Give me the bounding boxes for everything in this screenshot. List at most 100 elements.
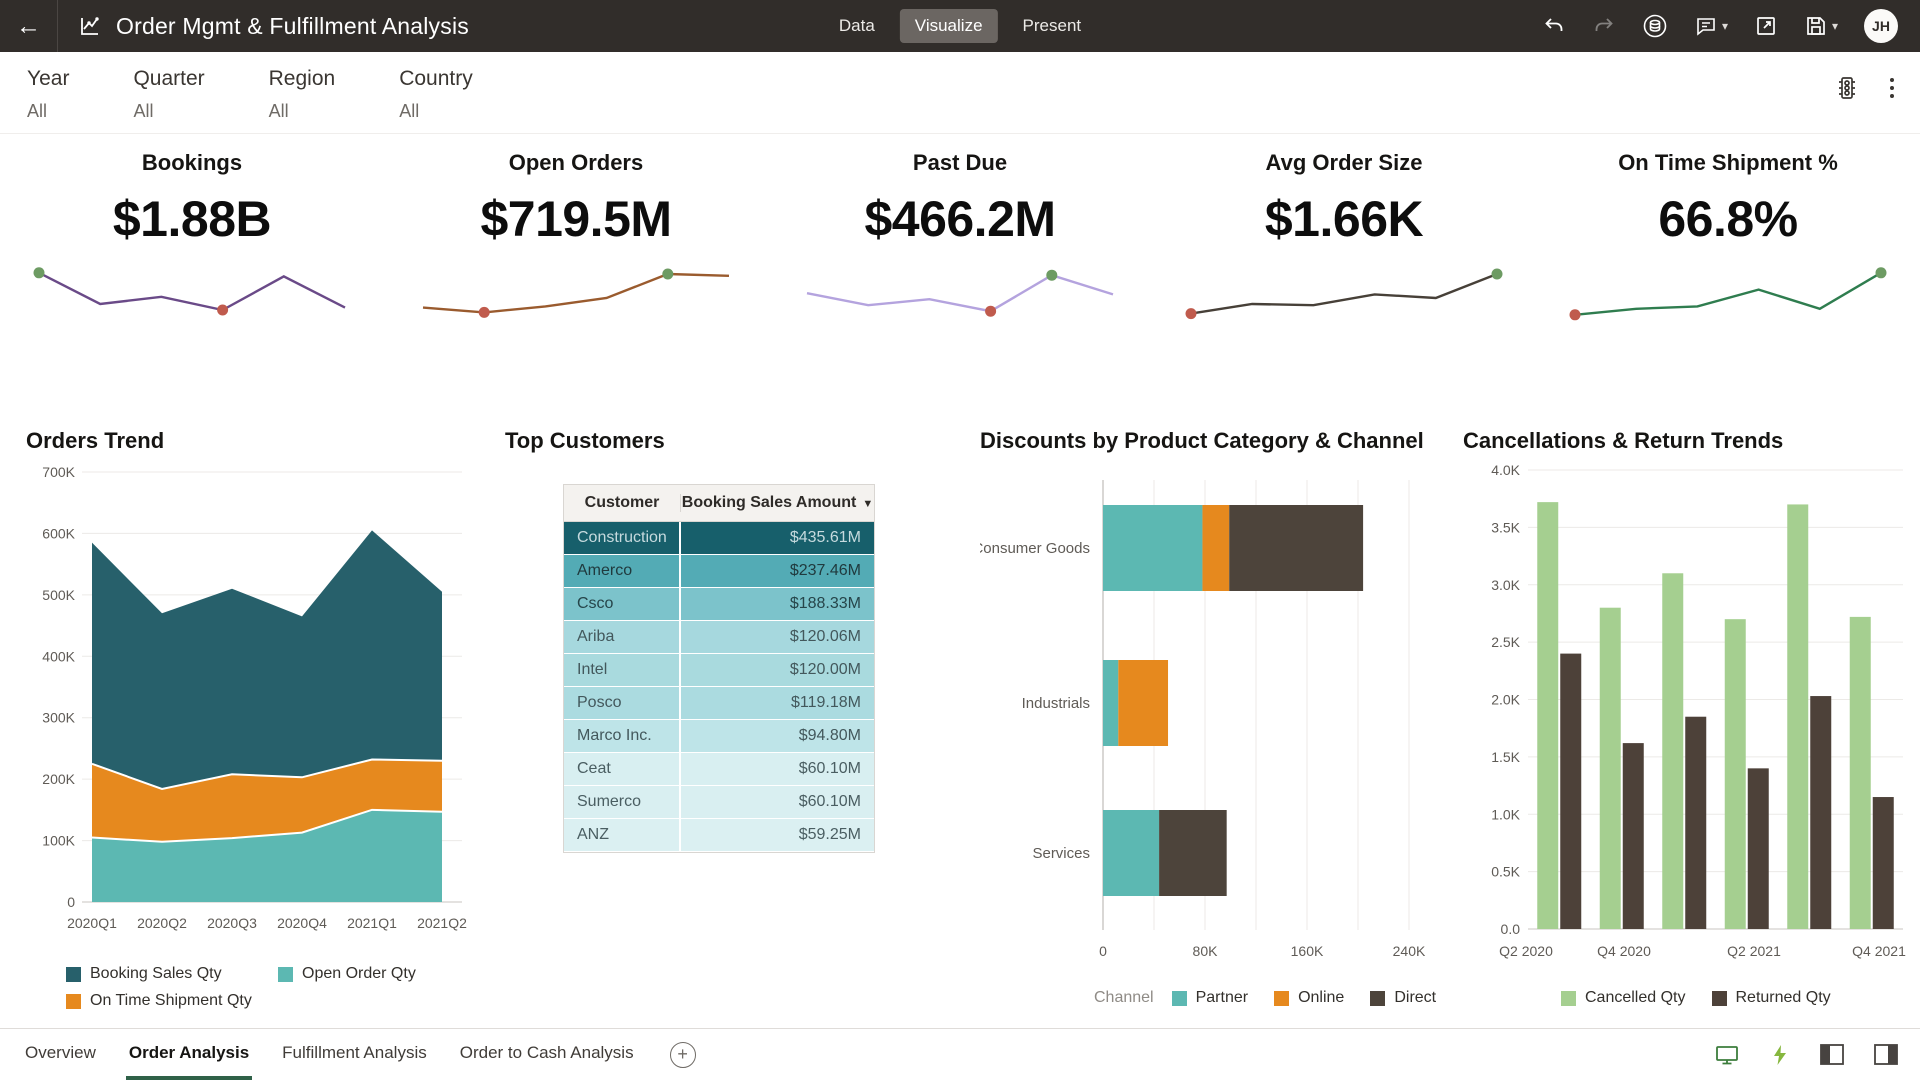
kpi-value: 66.8% (1658, 191, 1798, 247)
undo-icon[interactable] (1542, 14, 1566, 38)
present-display-icon[interactable] (1714, 1043, 1740, 1067)
kpi-tile-bookings[interactable]: Bookings $1.88B (0, 134, 384, 404)
kpi-tile-open-orders[interactable]: Open Orders $719.5M (384, 134, 768, 404)
page-title: Order Mgmt & Fulfillment Analysis (116, 12, 469, 39)
legend-item[interactable]: On Time Shipment Qty (66, 992, 252, 1010)
filter-year[interactable]: Year All (27, 67, 69, 122)
table-row[interactable]: Amerco $237.46M (564, 555, 874, 588)
kpi-title: On Time Shipment % (1618, 150, 1838, 175)
filter-label: Region (268, 67, 336, 90)
cell-customer: Intel (564, 654, 681, 686)
column-header-customer[interactable]: Customer (564, 494, 681, 512)
back-button[interactable]: ← (0, 0, 58, 52)
legend-label: On Time Shipment Qty (90, 992, 252, 1009)
table-header[interactable]: Customer Booking Sales Amount ▼ (564, 485, 874, 522)
kpi-value: $719.5M (480, 191, 672, 247)
cell-amount: $188.33M (789, 595, 861, 612)
legend-item[interactable]: Returned Qty (1711, 989, 1831, 1007)
svg-text:400K: 400K (42, 648, 75, 664)
discounts-chart[interactable]: 0 80K 160K 240K Consumer Goods Industrials Ser… (972, 462, 1440, 970)
column-header-amount[interactable]: Booking Sales Amount ▼ (681, 494, 874, 511)
table-row[interactable]: Marco Inc. $94.80M (564, 720, 874, 753)
filter-region[interactable]: Region All (269, 67, 336, 122)
svg-text:100K: 100K (42, 833, 75, 849)
canvas-tab-order-to-cash-analysis[interactable]: Order to Cash Analysis (459, 1042, 634, 1062)
table-row[interactable]: Sumerco $60.10M (564, 786, 874, 819)
canvas: Orders Trend 0 100K 200K 300K 400K 500K 600K 70… (0, 404, 1920, 1028)
layout-left-panel-icon[interactable] (1820, 1044, 1844, 1065)
table-row[interactable]: Posco $119.18M (564, 687, 874, 720)
kpi-row: Bookings $1.88B Open Orders $719.5M Past Due… (0, 134, 1920, 404)
legend-item[interactable]: Online (1274, 989, 1344, 1007)
svg-text:Industrials: Industrials (1022, 695, 1090, 712)
svg-text:1.5K: 1.5K (1491, 749, 1520, 765)
orders-trend-title: Orders Trend (26, 428, 165, 453)
kpi-value: $1.66K (1264, 191, 1424, 247)
table-row[interactable]: Csco $188.33M (564, 588, 874, 621)
kebab-menu-icon[interactable] (1888, 75, 1896, 101)
svg-text:4.0K: 4.0K (1491, 462, 1520, 478)
canvas-tab-overview[interactable]: Overview (25, 1042, 96, 1062)
kpi-tile-on-time-shipment-[interactable]: On Time Shipment % 66.8% (1536, 134, 1920, 404)
data-source-icon[interactable] (1642, 13, 1668, 39)
legend-swatch (1711, 990, 1727, 1006)
filter-label: Year (27, 67, 70, 90)
cell-amount: $59.25M (798, 826, 861, 843)
canvas-tabs: Overview Order Analysis Fulfillment Analys… (22, 1029, 664, 1080)
cancellations-viz[interactable]: Cancellations & Return Trends 0.0 0.5K 1.0… (1440, 404, 1920, 1028)
redo-icon[interactable] (1592, 14, 1616, 38)
auto-insights-icon[interactable] (1770, 1043, 1790, 1067)
export-icon[interactable] (1754, 14, 1778, 38)
legend-item[interactable]: Direct (1370, 989, 1436, 1007)
filter-value: All (133, 101, 154, 121)
cell-amount: $435.61M (789, 529, 861, 546)
mode-tab-visualize[interactable]: Visualize (899, 9, 998, 43)
legend-item[interactable]: Cancelled Qty (1561, 989, 1686, 1007)
svg-text:80K: 80K (1193, 943, 1219, 959)
annotations-icon[interactable]: ▾ (1694, 14, 1728, 38)
cell-amount: $94.80M (798, 727, 861, 744)
svg-text:3.5K: 3.5K (1491, 519, 1520, 535)
legend-label: Direct (1394, 989, 1437, 1006)
avatar[interactable]: JH (1864, 9, 1898, 43)
svg-text:160K: 160K (1291, 943, 1324, 959)
filter-quarter[interactable]: Quarter All (133, 67, 204, 122)
table-row[interactable]: Intel $120.00M (564, 654, 874, 687)
filter-value: All (27, 101, 48, 121)
table-row[interactable]: ANZ $59.25M (564, 819, 874, 852)
kpi-tile-avg-order-size[interactable]: Avg Order Size $1.66K (1152, 134, 1536, 404)
add-canvas-button[interactable]: + (669, 1041, 696, 1068)
cell-customer: Ariba (564, 621, 681, 653)
limit-values-icon[interactable] (1834, 75, 1860, 101)
svg-text:Q4 2020: Q4 2020 (1597, 943, 1651, 959)
kpi-sparkline (422, 268, 730, 318)
svg-text:2021Q2: 2021Q2 (417, 915, 467, 931)
svg-text:500K: 500K (42, 587, 75, 603)
table-row[interactable]: Construction $435.61M (564, 522, 874, 555)
discounts-legend: Channel Partner Online Direct (1094, 989, 1440, 1007)
legend-item[interactable]: Booking Sales Qty (66, 965, 252, 983)
orders-trend-viz[interactable]: Orders Trend 0 100K 200K 300K 400K 500K 600K 70… (0, 404, 470, 1028)
legend-item[interactable]: Partner (1171, 989, 1248, 1007)
table-row[interactable]: Ariba $120.06M (564, 621, 874, 654)
mode-tab-present[interactable]: Present (1022, 16, 1082, 35)
save-icon[interactable]: ▾ (1804, 14, 1838, 38)
svg-text:2020Q4: 2020Q4 (277, 915, 327, 931)
discounts-viz[interactable]: Discounts by Product Category & Channel … (920, 404, 1440, 1028)
top-customers-table: Customer Booking Sales Amount ▼ Construct… (563, 484, 875, 853)
legend-swatch (1370, 990, 1386, 1006)
filter-country[interactable]: Country All (399, 67, 473, 122)
kpi-tile-past-due[interactable]: Past Due $466.2M (768, 134, 1152, 404)
orders-trend-chart[interactable]: 0 100K 200K 300K 400K 500K 600K 700K 2020Q1 2020Q… (26, 462, 472, 944)
mode-tab-data[interactable]: Data (838, 16, 875, 35)
canvas-tab-order-analysis[interactable]: Order Analysis (125, 1029, 253, 1080)
sort-desc-icon[interactable]: ▼ (862, 498, 874, 510)
canvas-tab-fulfillment-analysis[interactable]: Fulfillment Analysis (282, 1042, 427, 1062)
cell-customer: Marco Inc. (564, 720, 681, 752)
legend-item[interactable]: Open Order Qty (278, 965, 444, 983)
layout-right-panel-icon[interactable] (1874, 1044, 1898, 1065)
cell-customer: ANZ (564, 819, 681, 851)
top-customers-viz[interactable]: Top Customers Customer Booking Sales Amo… (470, 404, 920, 1028)
cancellations-chart[interactable]: 0.0 0.5K 1.0K 1.5K 2.0K 2.5K 3.0K 3.5K 4.0K Q2 20… (1463, 462, 1913, 970)
table-row[interactable]: Ceat $60.10M (564, 753, 874, 786)
